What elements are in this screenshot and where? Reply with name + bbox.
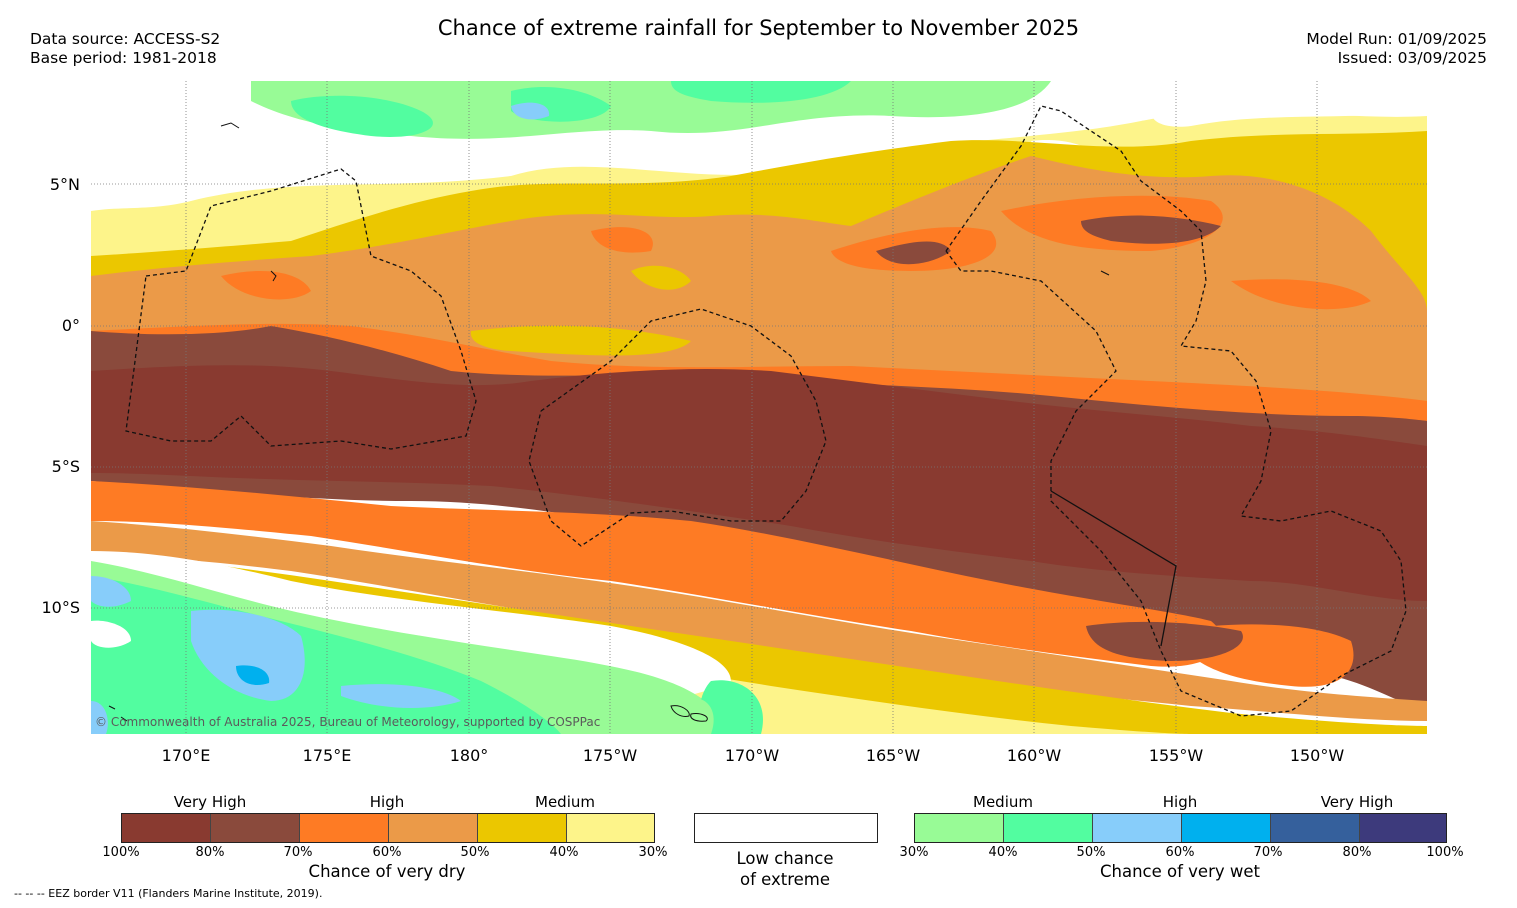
- zone-wet-50-south: [91, 576, 461, 734]
- legend-wet-swatch-5: [1271, 814, 1360, 842]
- eez-kiribati-gilbert: [125, 168, 477, 450]
- legend-dry-category-very-high: Very High: [173, 793, 247, 811]
- eez-solid-boundary: [1050, 490, 1177, 647]
- lon-label-180: 180°: [449, 746, 489, 765]
- zone-wet-40-north: [291, 81, 851, 137]
- legend-wet-tick: 70%: [1253, 845, 1283, 860]
- zone-wet-40-south-east: [699, 680, 763, 734]
- zone-low-chance-sw-hole: [91, 620, 131, 648]
- lat-label-0: 0°: [61, 316, 80, 335]
- zone-dry-60-south: [91, 481, 1354, 687]
- legend-dry-tick: 100%: [102, 845, 140, 860]
- legend-wet-tick: 30%: [899, 845, 929, 860]
- lat-label-5s: 5°S: [51, 457, 80, 476]
- rainfall-map[interactable]: [91, 81, 1427, 734]
- lon-label-175w: 175°W: [582, 746, 638, 765]
- legend-dry-category-medium: Medium: [535, 793, 595, 811]
- base-period-text: Base period: 1981-2018: [30, 49, 217, 67]
- zone-wet-30-north: [251, 81, 1051, 139]
- zone-dry-80-north: [876, 215, 1221, 265]
- lat-label-10s: 10°S: [41, 598, 80, 617]
- legend-wet-swatch-2: [1004, 814, 1093, 842]
- legend-neutral-swatch: [694, 813, 878, 843]
- islands: [108, 122, 1110, 722]
- zone-dry-100-core: [91, 365, 1427, 601]
- legend-neutral-line2: of extreme: [739, 870, 831, 889]
- legend-wet-caption: Chance of very wet: [1100, 862, 1260, 881]
- legend-wet-tick: 80%: [1342, 845, 1372, 860]
- data-source-info: Data source: ACCESS-S2 Base period: 1981…: [30, 30, 220, 68]
- lon-label-155w: 155°W: [1148, 746, 1204, 765]
- legend-dry-tick: 60%: [372, 845, 402, 860]
- eez-borders: [125, 105, 1407, 717]
- legend-dry-swatch-6: [567, 814, 654, 842]
- lon-label-160w: 160°W: [1006, 746, 1062, 765]
- legend-neutral-caption: Low chance of extreme: [675, 848, 895, 890]
- lat-label-5n: 5°N: [49, 175, 80, 194]
- legend-wet-category-high: High: [1162, 793, 1198, 811]
- legend-wet-swatch-1: [915, 814, 1004, 842]
- legend-dry-tick: 30%: [638, 845, 668, 860]
- legend-dry-swatch-3: [300, 814, 389, 842]
- zone-wet-50-north: [511, 102, 550, 120]
- legend-wet-tick: 100%: [1426, 845, 1464, 860]
- legend-wet-tick: 50%: [1076, 845, 1106, 860]
- legend-dry-tick: 80%: [195, 845, 225, 860]
- legend-wet-tick: 40%: [988, 845, 1018, 860]
- model-run-info: Model Run: 01/09/2025 Issued: 03/09/2025: [1306, 30, 1487, 68]
- legend-dry-swatch-5: [478, 814, 567, 842]
- legend-wet-bar: [914, 813, 1447, 843]
- legend-wet-category-medium: Medium: [973, 793, 1033, 811]
- lon-label-175e: 175°E: [302, 746, 352, 765]
- lon-label-165w: 165°W: [865, 746, 921, 765]
- legend-dry-tick: 40%: [549, 845, 579, 860]
- zone-dry-50-south: [91, 521, 1427, 721]
- zone-wet-60-south: [236, 665, 270, 686]
- legend-dry-tick: 50%: [460, 845, 490, 860]
- legend-dry-swatch-1: [122, 814, 211, 842]
- chart-title: Chance of extreme rainfall for September…: [437, 16, 1080, 40]
- zone-dry-40-equator-fill: [470, 265, 691, 356]
- eez-phoenix: [528, 308, 827, 547]
- issued-text: Issued: 03/09/2025: [1337, 49, 1487, 67]
- model-run-text: Model Run: 01/09/2025: [1306, 30, 1487, 48]
- legend-wet-swatch-6: [1360, 814, 1446, 842]
- legend-dry-bar: [121, 813, 655, 843]
- data-source-text: Data source: ACCESS-S2: [30, 30, 221, 48]
- legend-dry-swatch-4: [389, 814, 478, 842]
- legend-dry-caption: Chance of very dry: [308, 862, 466, 881]
- zone-dry-80-south-blob: [1086, 621, 1243, 661]
- eez-footnote: -- -- -- EEZ border V11 (Flanders Marine…: [14, 887, 323, 900]
- rainfall-map-svg: [91, 81, 1427, 734]
- legend-neutral-line1: Low chance: [736, 849, 834, 868]
- legend-dry-swatch-2: [211, 814, 300, 842]
- legend-wet-swatch-3: [1093, 814, 1182, 842]
- legend-wet-swatch-4: [1182, 814, 1271, 842]
- legend-dry-tick: 70%: [283, 845, 313, 860]
- legend-dry-category-high: High: [369, 793, 405, 811]
- legend-wet-tick: 60%: [1165, 845, 1195, 860]
- lon-label-170w: 170°W: [724, 746, 780, 765]
- legend-wet-category-very-high: Very High: [1320, 793, 1394, 811]
- lon-label-150w: 150°W: [1289, 746, 1345, 765]
- graticule: [91, 81, 1427, 734]
- copyright-text: © Commonwealth of Australia 2025, Bureau…: [95, 715, 601, 729]
- lon-label-170e: 170°E: [161, 746, 211, 765]
